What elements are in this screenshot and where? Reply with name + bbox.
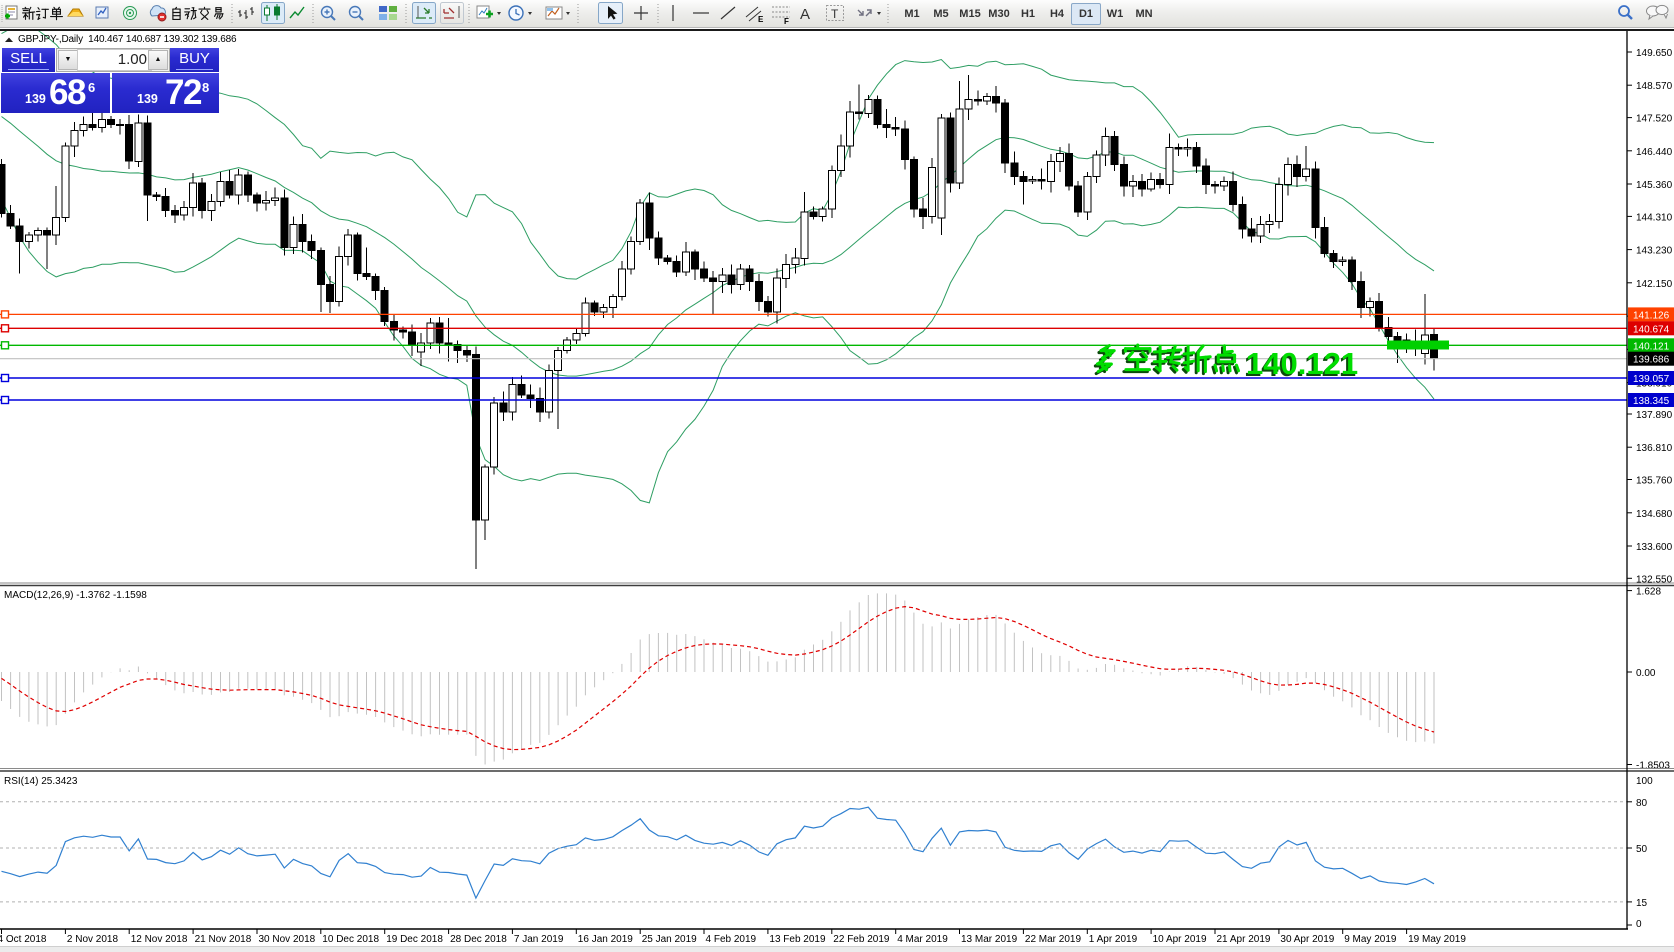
svg-text:140.674: 140.674 [1633,324,1670,335]
svg-text:-1.8503: -1.8503 [1636,761,1670,772]
svg-text:MACD(12,26,9) -1.3762 -1.1598: MACD(12,26,9) -1.3762 -1.1598 [4,590,147,601]
svg-text:143.230: 143.230 [1636,246,1673,257]
svg-text:141.126: 141.126 [1633,310,1670,321]
svg-text:142.150: 142.150 [1636,279,1673,290]
svg-text:RSI(14) 25.3423: RSI(14) 25.3423 [4,776,78,787]
svg-text:145.360: 145.360 [1636,180,1673,191]
svg-text:149.650: 149.650 [1636,48,1673,59]
svg-text:30 Apr 2019: 30 Apr 2019 [1280,934,1334,945]
svg-text:22 Feb 2019: 22 Feb 2019 [833,934,890,945]
svg-text:4 Feb 2019: 4 Feb 2019 [706,934,757,945]
svg-text:133.600: 133.600 [1636,542,1673,553]
svg-text:T: T [831,7,839,21]
svg-text:2 Nov 2018: 2 Nov 2018 [67,934,119,945]
svg-text:1 Apr 2019: 1 Apr 2019 [1089,934,1138,945]
svg-text:25 Jan 2019: 25 Jan 2019 [642,934,697,945]
svg-text:15: 15 [1636,898,1648,909]
svg-text:4 Mar 2019: 4 Mar 2019 [897,934,948,945]
svg-text:134.680: 134.680 [1636,509,1673,520]
svg-text:21 Apr 2019: 21 Apr 2019 [1217,934,1271,945]
svg-text:22 Mar 2019: 22 Mar 2019 [1025,934,1082,945]
svg-text:138.345: 138.345 [1633,396,1670,407]
svg-text:147.520: 147.520 [1636,114,1673,125]
svg-text:136.810: 136.810 [1636,443,1673,454]
svg-text:10 Apr 2019: 10 Apr 2019 [1153,934,1207,945]
svg-text:A: A [800,6,810,23]
svg-text:9 May 2019: 9 May 2019 [1344,934,1397,945]
svg-text:148.570: 148.570 [1636,81,1673,92]
svg-text:28 Dec 2018: 28 Dec 2018 [450,934,507,945]
svg-text:24 Oct 2018: 24 Oct 2018 [0,934,47,945]
svg-text:16 Jan 2019: 16 Jan 2019 [578,934,633,945]
svg-text:1.628: 1.628 [1636,587,1661,598]
svg-text:0: 0 [1636,919,1642,930]
svg-text:100: 100 [1636,776,1653,787]
svg-text:137.890: 137.890 [1636,410,1673,421]
svg-text:139.686: 139.686 [1633,355,1670,366]
svg-text:139.057: 139.057 [1633,374,1670,385]
svg-text:12 Nov 2018: 12 Nov 2018 [131,934,188,945]
svg-text:F: F [784,17,789,26]
svg-text:19 May 2019: 19 May 2019 [1408,934,1466,945]
svg-text:E: E [758,15,764,24]
svg-text:30 Nov 2018: 30 Nov 2018 [259,934,316,945]
svg-text:146.440: 146.440 [1636,147,1673,158]
svg-text:140.121: 140.121 [1246,346,1358,381]
svg-text:50: 50 [1636,844,1648,855]
svg-text:13 Feb 2019: 13 Feb 2019 [769,934,826,945]
svg-text:19 Dec 2018: 19 Dec 2018 [386,934,443,945]
svg-text:144.310: 144.310 [1636,212,1673,223]
svg-text:80: 80 [1636,798,1648,809]
svg-text:21 Nov 2018: 21 Nov 2018 [195,934,252,945]
svg-text:140.121: 140.121 [1633,341,1670,352]
svg-text:10 Dec 2018: 10 Dec 2018 [322,934,379,945]
svg-text:13 Mar 2019: 13 Mar 2019 [961,934,1018,945]
svg-text:132.550: 132.550 [1636,574,1673,585]
svg-text:135.760: 135.760 [1636,476,1673,487]
svg-text:7 Jan 2019: 7 Jan 2019 [514,934,564,945]
svg-text:0.00: 0.00 [1636,668,1656,679]
